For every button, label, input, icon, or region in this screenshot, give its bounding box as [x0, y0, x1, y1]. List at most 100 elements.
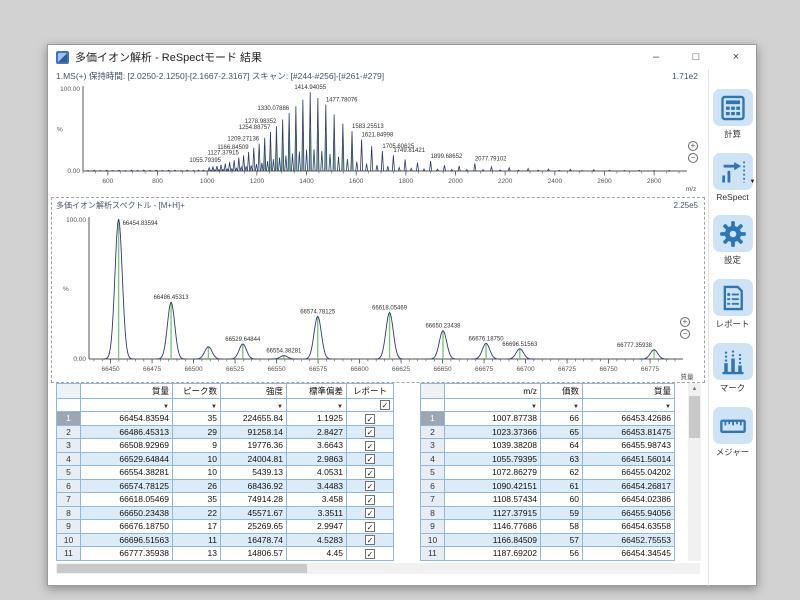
filter-icon[interactable]: ▼	[337, 404, 343, 410]
table-row[interactable]: 1 1007.87738 66 66453.42686	[420, 411, 675, 426]
report-checkbox[interactable]: ✓	[365, 494, 375, 505]
table-row[interactable]: 10 1166.84509 57 66452.75553	[420, 532, 675, 547]
report-checkbox[interactable]: ✓	[365, 440, 375, 451]
report-checkbox[interactable]: ✓	[365, 413, 375, 424]
table-row[interactable]: 2 1023.37366 65 66453.81475	[420, 424, 675, 439]
mark-button[interactable]: マーク	[712, 343, 753, 394]
deconvoluted-panel: 多価イオン解析スペクトル - [M+H]+ 2.25e5 66450 66475 6…	[51, 197, 705, 383]
table-row[interactable]: 6 66574.78125 26 68436.92 3.4483 ✓	[56, 478, 394, 493]
table-row[interactable]: 3 66508.92969 9 19776.36 3.6643 ✓	[56, 438, 394, 453]
report-checkbox[interactable]: ✓	[365, 454, 375, 465]
deconvoluted-chart[interactable]: 66450 66475 66500 66525 66550 66575 66600 66625…	[52, 213, 705, 381]
table-row[interactable]: 9 66676.18750 17 25269.65 2.9947 ✓	[56, 519, 394, 534]
table-row[interactable]: 8 1127.37915 59 66455.94056	[420, 505, 675, 520]
column-header[interactable]: 標準偏差	[286, 383, 347, 399]
report-checkbox[interactable]: ✓	[365, 508, 375, 519]
window-controls: – □ ×	[636, 45, 756, 69]
main-area: 1.MS(+) 保持時間: [2.0250-2.1250]-[2.1667-2.…	[48, 69, 708, 586]
table-row[interactable]: 4 1055.79395 63 66451.56014	[420, 451, 675, 466]
report-checkbox[interactable]: ✓	[365, 467, 375, 478]
app-window: 多価イオン解析 - ReSpectモード 結果 – □ × 1.MS(+) 保持…	[47, 44, 757, 586]
column-header[interactable]: レポート	[346, 383, 394, 399]
vertical-scrollbar[interactable]: ▲	[688, 383, 701, 561]
filter-icon[interactable]: ▼	[531, 404, 537, 410]
measure-button[interactable]: メジャー	[712, 407, 753, 458]
column-header[interactable]	[420, 383, 445, 399]
mass-results-table: 質量 ピーク数 強度 標準偏差 レポート ▼ ▼ ▼ ▼ ✓ 1 66454.83594 35 22465…	[56, 383, 394, 561]
report-cell: ✓	[346, 451, 394, 466]
calculate-button[interactable]: 計算	[712, 89, 753, 140]
table-cell: 1.1925	[286, 411, 347, 426]
table-cell: 74914.28	[220, 492, 287, 507]
column-header[interactable]: 強度	[220, 383, 287, 399]
maximize-button[interactable]: □	[676, 45, 716, 69]
report-select-all-checkbox[interactable]: ✓	[380, 400, 390, 411]
table-cell: 4.5283	[286, 532, 347, 547]
settings-button[interactable]: 設定	[712, 215, 753, 266]
close-button[interactable]: ×	[716, 45, 756, 69]
report-checkbox[interactable]: ✓	[365, 535, 375, 546]
filter-icon[interactable]: ▼	[573, 404, 579, 410]
zoom-out-icon[interactable]: −	[688, 153, 698, 163]
column-header[interactable]	[56, 383, 81, 399]
table-cell: 66452.75553	[582, 532, 675, 547]
table-row[interactable]: 9 1146.77686 58 66454.63558	[420, 519, 675, 534]
respect-button[interactable]: ▼ ReSpect	[712, 153, 756, 202]
report-checkbox[interactable]: ✓	[365, 548, 375, 559]
table-row[interactable]: 8 66650.23438 22 45571.67 3.3511 ✓	[56, 505, 394, 520]
row-number: 4	[56, 451, 81, 466]
column-header[interactable]: 価数	[540, 383, 583, 399]
table-row[interactable]: 5 66554.38281 10 5439.13 4.0531 ✓	[56, 465, 394, 480]
row-number: 3	[420, 438, 445, 453]
scrollbar-thumb[interactable]	[689, 396, 700, 438]
report-button[interactable]: レポート	[712, 279, 753, 330]
column-header[interactable]: 質量	[80, 383, 173, 399]
filter-icon[interactable]: ▼	[277, 404, 283, 410]
report-checkbox[interactable]: ✓	[365, 521, 375, 532]
table-row[interactable]: 4 66529.64844 10 24004.81 2.9863 ✓	[56, 451, 394, 466]
scrollbar-thumb[interactable]	[57, 564, 307, 573]
report-cell: ✓	[346, 465, 394, 480]
column-header[interactable]: 質量	[582, 383, 675, 399]
filter-icon[interactable]: ▼	[211, 404, 217, 410]
svg-text:1477.78076: 1477.78076	[326, 98, 358, 104]
table-cell: 66455.98743	[582, 438, 675, 453]
minimize-button[interactable]: –	[636, 45, 676, 69]
table-row[interactable]: 2 66486.45313 29 91258.14 2.8427 ✓	[56, 424, 394, 439]
table-row[interactable]: 3 1039.38208 64 66455.98743	[420, 438, 675, 453]
table-row[interactable]: 7 66618.05469 35 74914.28 3.458 ✓	[56, 492, 394, 507]
table-row[interactable]: 5 1072.86279 62 66455.04202	[420, 465, 675, 480]
report-checkbox[interactable]: ✓	[365, 481, 375, 492]
column-header[interactable]: m/z	[444, 383, 541, 399]
dropdown-arrow-icon[interactable]: ▼	[749, 179, 756, 185]
table-cell: 29	[172, 424, 221, 439]
svg-text:1583.25513: 1583.25513	[352, 124, 384, 130]
table-cell: 64	[540, 438, 583, 453]
table-row[interactable]: 11 1187.69202 56 66454.34545	[420, 546, 675, 561]
ms-spectrum-chart[interactable]: 600 800 1000 1200 1400 1600 1800 2000 2200 2400 26…	[48, 83, 708, 195]
table-cell: 1187.69202	[444, 546, 541, 561]
zoom-out-icon[interactable]: −	[680, 329, 690, 339]
column-header[interactable]: ピーク数	[172, 383, 221, 399]
zoom-in-icon[interactable]: +	[688, 141, 698, 151]
svg-text:1055.79395: 1055.79395	[189, 158, 221, 164]
svg-text:66650: 66650	[434, 366, 452, 373]
horizontal-scrollbar[interactable]	[56, 563, 700, 574]
row-number: 1	[56, 411, 81, 426]
svg-text:1278.98352: 1278.98352	[245, 119, 277, 125]
table-row[interactable]: 6 1090.42151 61 66454.26817	[420, 478, 675, 493]
table-cell: 1072.86279	[444, 465, 541, 480]
svg-text:2077.79102: 2077.79102	[475, 157, 507, 163]
report-checkbox[interactable]: ✓	[365, 427, 375, 438]
svg-text:2400: 2400	[548, 178, 563, 185]
table-row[interactable]: 11 66777.35938 13 14806.57 4.45 ✓	[56, 546, 394, 561]
report-cell: ✓	[346, 411, 394, 426]
zoom-in-icon[interactable]: +	[680, 317, 690, 327]
table-row[interactable]: 1 66454.83594 35 224655.84 1.1925 ✓	[56, 411, 394, 426]
table-row[interactable]: 10 66696.51563 11 16478.74 4.5283 ✓	[56, 532, 394, 547]
table-row[interactable]: 7 1108.57434 60 66454.02386	[420, 492, 675, 507]
scroll-up-icon[interactable]: ▲	[691, 386, 698, 392]
filter-icon[interactable]: ▼	[163, 404, 169, 410]
table-cell: 19776.36	[220, 438, 287, 453]
filter-icon[interactable]: ▼	[665, 404, 671, 410]
